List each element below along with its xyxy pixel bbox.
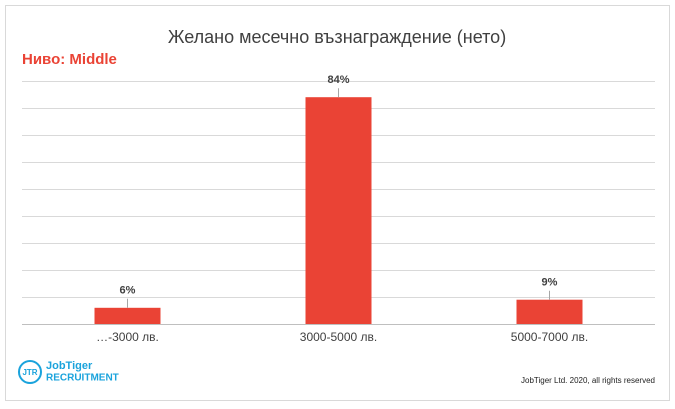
x-tick-label: …-3000 лв. <box>96 330 159 344</box>
x-tick-label: 3000-5000 лв. <box>300 330 377 344</box>
data-label: 6% <box>120 285 136 297</box>
chart-subtitle: Ниво: Middle <box>22 51 117 68</box>
bar <box>94 307 161 324</box>
logo-name: JobTiger <box>46 360 93 372</box>
data-label: 84% <box>327 74 349 86</box>
bar <box>516 299 583 324</box>
x-tick-label: 5000-7000 лв. <box>511 330 588 344</box>
chart-title: Желано месечно възнаграждение (нето) <box>168 27 506 47</box>
logo-tagline: RECRUITMENT <box>46 373 119 384</box>
footer: JobTiger Ltd. 2020, all rights reserved <box>521 376 655 385</box>
logo-circle <box>18 360 42 384</box>
data-label: 9% <box>542 277 558 289</box>
logo-mark: JTR <box>22 368 37 377</box>
bar <box>305 97 372 324</box>
logo: JTR JobTiger RECRUITMENT <box>18 360 119 384</box>
